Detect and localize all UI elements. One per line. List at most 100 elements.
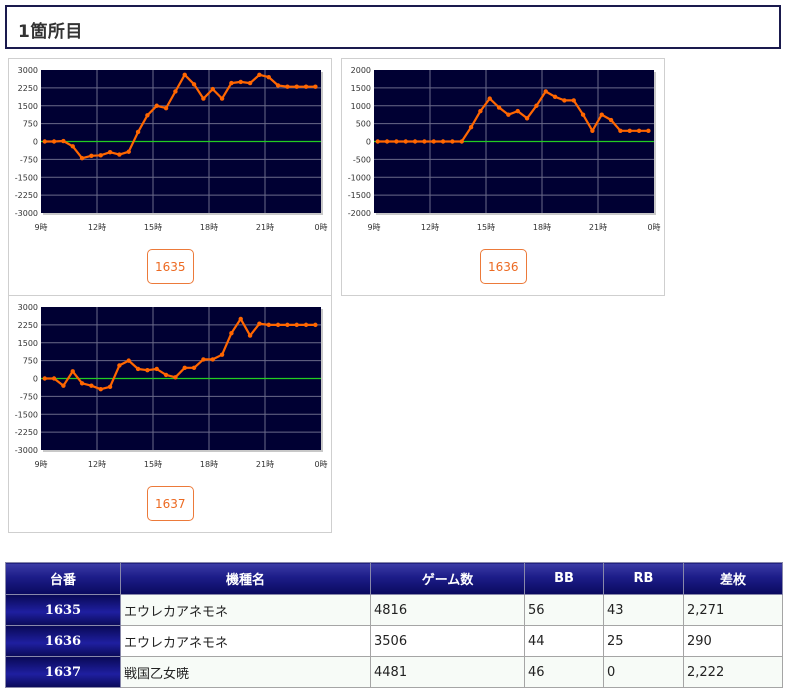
y-tick-label: 0 [33,138,38,147]
rb-cell: 43 [603,594,684,626]
x-tick-label: 15時 [144,460,162,469]
x-tick-label: 15時 [144,223,162,232]
chart-card-1: 9時 12時 15時 18時 21時 0時 2000 1500 1000 500 0 -500 -100… [341,58,665,296]
data-point [173,89,178,94]
data-point [618,128,623,133]
table-header-row: 台番 機種名 ゲーム数 BB RB 差枚 [5,562,783,595]
x-tick-label: 21時 [256,223,274,232]
data-point [562,98,567,103]
data-point [412,139,418,144]
x-tick-label: 18時 [200,460,218,469]
data-point [496,105,502,110]
data-point [135,366,141,372]
x-tick-label: 18時 [200,223,218,232]
data-point [431,139,436,144]
data-point [210,86,215,92]
data-point [534,103,539,108]
data-point [646,128,651,133]
data-point [403,139,408,144]
chart-2: 9時 12時 15時 18時 21時 0時 3000 2250 1500 750 0 -750 -150… [15,303,328,469]
x-tick-label: 9時 [367,223,380,232]
x-tick-label: 21時 [256,460,274,469]
data-point [201,96,206,101]
header-bb: BB [524,562,604,595]
game-count-cell: 3506 [370,625,525,657]
x-tick-label: 12時 [88,460,106,469]
machine-link-button[interactable]: 1636 [480,249,527,284]
table-row: 1636 エウレカアネモネ 3506 44 25 290 [5,625,783,657]
data-point [636,128,642,133]
data-point [98,387,103,392]
machine-link-button[interactable]: 1637 [147,486,194,521]
data-point [191,365,197,370]
data-point [98,153,103,158]
y-tick-label: -1500 [15,173,38,182]
machine-link-button[interactable]: 1635 [147,249,194,284]
data-point [247,333,253,338]
machine-name-cell: エウレカアネモネ [120,594,371,626]
y-tick-label: 1500 [18,339,38,348]
data-point [303,84,309,89]
y-tick-label: 3000 [18,66,38,75]
header-rb: RB [603,562,684,595]
data-point [478,108,483,114]
data-point [543,89,548,94]
machine-name-cell: エウレカアネモネ [120,625,371,657]
x-tick-label: 15時 [477,223,495,232]
section-title: 1箇所目 [5,5,781,49]
data-point [107,384,113,390]
data-point [229,331,234,336]
data-point [571,98,576,103]
data-point [201,357,206,362]
data-point [608,117,614,123]
data-point [266,322,271,328]
data-point [275,83,281,88]
header-difference: 差枚 [683,562,783,595]
machine-number-cell[interactable]: 1636 [5,625,121,657]
data-point [42,139,47,144]
data-point [79,381,85,386]
chart-0: 9時 12時 15時 18時 21時 0時 3000 2250 1500 750 0 -750 -150… [15,66,328,232]
data-point [191,82,197,87]
data-point [285,84,290,89]
difference-cell: 2,222 [683,656,783,688]
data-point [182,365,187,370]
y-tick-label: 0 [366,138,371,147]
data-point [580,112,586,117]
machine-name-cell: 戦国乙女暁 [120,656,371,688]
data-point [440,139,446,144]
y-tick-label: 500 [356,120,371,129]
y-tick-label: -2000 [348,209,371,218]
data-point [590,128,595,133]
machine-number-cell[interactable]: 1635 [5,594,121,626]
data-point [107,150,113,155]
data-point [117,152,122,157]
x-tick-label: 0時 [647,223,660,232]
data-point [313,84,318,89]
data-point [89,153,94,158]
data-point [247,80,253,86]
x-tick-label: 9時 [34,223,47,232]
data-point [238,316,243,322]
data-point [219,96,225,101]
data-point [487,96,492,101]
y-tick-label: -2250 [15,428,38,437]
data-point [257,72,262,77]
y-tick-label: -1500 [348,191,371,200]
x-tick-label: 12時 [88,223,106,232]
machine-number-cell[interactable]: 1637 [5,656,121,688]
data-point [422,139,427,144]
data-point [173,375,178,380]
data-point [70,369,75,374]
data-point [145,367,150,373]
data-point [303,322,309,328]
data-point [89,383,94,388]
data-point [375,139,380,144]
data-point [154,366,159,372]
data-point [154,103,159,108]
data-point [51,376,57,381]
data-point [117,363,122,368]
data-point [384,139,390,144]
data-point [275,322,281,328]
data-point [266,74,271,80]
